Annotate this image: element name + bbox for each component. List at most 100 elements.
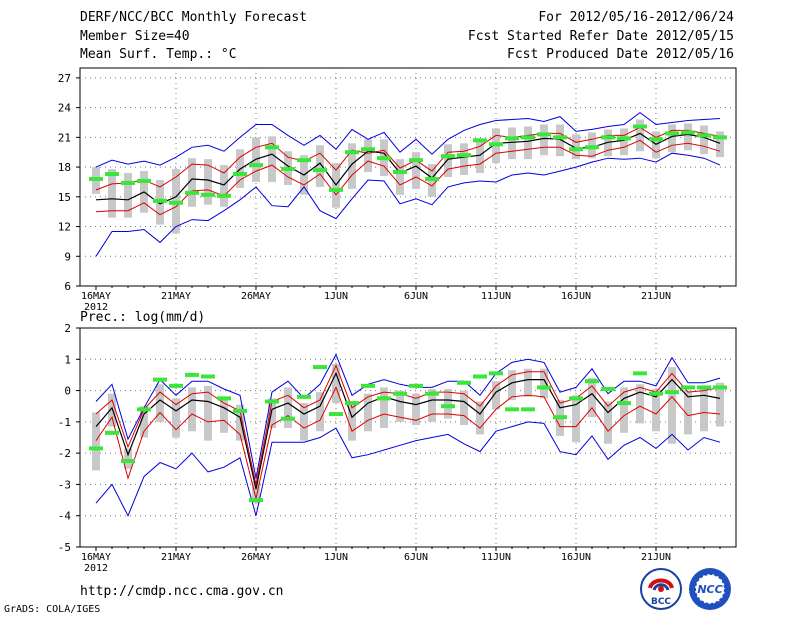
precip-spread-box [684, 390, 692, 435]
precip-spread-box [220, 396, 228, 433]
precip-ensemble-mean-line [95, 371, 721, 490]
variable-label: Mean Surf. Temp.: °C [80, 47, 237, 62]
precip-spread-box [604, 401, 612, 444]
precip-ytick-label: 0 [64, 385, 71, 398]
temp-spread-box [700, 125, 708, 155]
precip-spread-box [140, 406, 148, 438]
precip-ytick-label: -2 [58, 447, 71, 460]
precip-observed-mark [345, 401, 359, 406]
temp-observed-mark [121, 180, 135, 185]
precip-observed-mark [265, 399, 279, 404]
temp-spread-box [412, 152, 420, 189]
precip-observed-mark [153, 377, 167, 382]
precip-observed-mark [713, 385, 727, 390]
precip-spread-box [716, 382, 724, 427]
precip-spread-box [268, 398, 276, 429]
precip-spread-box [300, 403, 308, 441]
temp-xtick-label: 2012 [84, 302, 108, 313]
temp-observed-mark [553, 135, 567, 140]
precip-xtick-label: 6JUN [404, 552, 428, 563]
temp-spread-box [556, 124, 564, 157]
precip-xtick-label: 2012 [84, 563, 108, 574]
temp-observed-mark [633, 124, 647, 129]
temp-spread-box [108, 169, 116, 218]
precip-spread-box [636, 384, 644, 424]
bcc-logo: BCC [640, 568, 682, 610]
precip-spread-box [412, 393, 420, 425]
precip-spread-box [508, 370, 516, 400]
temp-observed-mark [617, 136, 631, 141]
member-size: Member Size=40 [80, 29, 190, 44]
precip-observed-mark [617, 401, 631, 406]
precip-spread-box [332, 363, 340, 404]
precip-spread-box [428, 389, 436, 422]
temp-xtick-label: 1JUN [324, 291, 348, 302]
temp-observed-mark [313, 168, 327, 173]
precip-observed-mark [217, 396, 231, 401]
temp-spread-box [460, 143, 468, 176]
precip-ytick-label: -3 [58, 478, 71, 491]
precip-xtick-label: 1JUN [324, 552, 348, 563]
temp-observed-mark [409, 158, 423, 163]
precip-observed-mark [425, 391, 439, 396]
precip-spread-box [380, 387, 388, 429]
temp-observed-mark [185, 190, 199, 195]
precip-observed-mark [505, 407, 519, 412]
precip-spread-box [444, 389, 452, 419]
precip-observed-mark [249, 498, 263, 503]
temp-observed-mark [217, 193, 231, 198]
precip-observed-mark [281, 416, 295, 421]
precip-observed-mark [649, 391, 663, 396]
temp-observed-mark [297, 158, 311, 163]
precip-observed-mark [489, 371, 503, 376]
precip-spread-box [524, 368, 532, 397]
source-url[interactable]: http://cmdp.ncc.cma.gov.cn [80, 584, 284, 599]
temp-observed-mark [169, 200, 183, 205]
temp-xtick-label: 16MAY [81, 291, 111, 302]
precip-observed-mark [601, 387, 615, 392]
temp-observed-mark [329, 187, 343, 192]
temp-ensemble-mean-line [95, 132, 721, 205]
ncc-logo-text: NCC [697, 583, 722, 596]
temp-observed-mark [441, 154, 455, 159]
temp-ytick-label: 21 [58, 131, 71, 144]
precip-observed-mark [169, 383, 183, 388]
temp-observed-mark [585, 145, 599, 150]
precip-spread-box [124, 448, 132, 469]
precip-xtick-label: 21MAY [161, 552, 191, 563]
temp-spread-box [220, 165, 228, 207]
temp-observed-mark [393, 170, 407, 175]
temp-ytick-label: 6 [64, 280, 71, 293]
temp-ytick-label: 12 [58, 221, 71, 234]
temp-observed-mark [265, 145, 279, 150]
temp-observed-mark [489, 142, 503, 147]
precip-spread-box [460, 390, 468, 425]
forecast-start-date: Fcst Started Refer Date 2012/05/15 [467, 29, 734, 44]
precip-ytick-label: -4 [58, 510, 72, 523]
precip-observed-mark [697, 385, 711, 390]
precip-observed-mark [185, 372, 199, 377]
forecast-period: For 2012/05/16-2012/06/24 [538, 10, 734, 25]
temp-observed-mark [201, 192, 215, 197]
temp-spread-box [444, 144, 452, 177]
temp-observed-mark [249, 163, 263, 168]
temp-inner-upper-line [95, 126, 721, 191]
temp-observed-mark [105, 172, 119, 177]
temp-observed-mark [473, 138, 487, 143]
precip-observed-mark [585, 379, 599, 384]
temp-spread-box [540, 124, 548, 156]
temp-observed-mark [457, 153, 471, 158]
temp-observed-mark [569, 147, 583, 152]
precip-spread-box [620, 387, 628, 433]
precip-inner-lower-line [95, 386, 721, 499]
precip-observed-mark [121, 458, 135, 463]
precip-observed-mark [89, 446, 103, 451]
temp-ytick-label: 18 [58, 161, 71, 174]
precip-observed-mark [633, 371, 647, 376]
temp-observed-mark [361, 147, 375, 152]
precip-observed-mark [233, 408, 247, 413]
precip-ytick-label: 1 [64, 353, 71, 366]
temp-ytick-label: 24 [58, 102, 72, 115]
temp-xtick-label: 16JUN [561, 291, 591, 302]
